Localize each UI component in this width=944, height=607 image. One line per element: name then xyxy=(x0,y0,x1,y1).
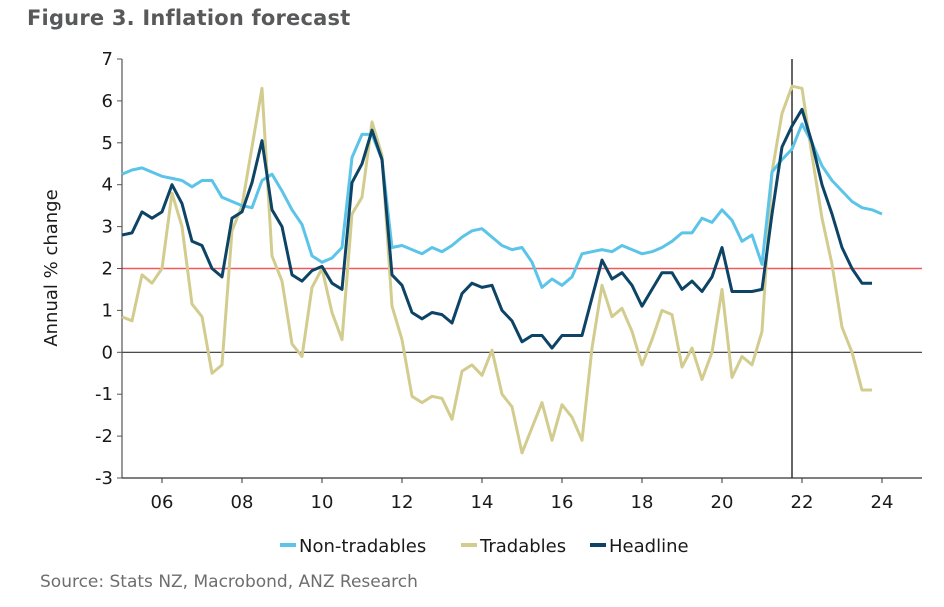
x-tick-label: 24 xyxy=(871,492,894,513)
y-tick-label: 4 xyxy=(102,175,113,196)
reference-lines xyxy=(122,59,922,478)
legend-swatch-tradables xyxy=(461,543,477,547)
y-tick-label: 1 xyxy=(102,300,113,321)
legend-label: Headline xyxy=(609,536,689,557)
x-tick-label: 16 xyxy=(551,492,574,513)
x-tick-label: 20 xyxy=(711,492,734,513)
x-tick-label: 22 xyxy=(791,492,814,513)
x-tick-label: 18 xyxy=(631,492,654,513)
series-line-non-tradables xyxy=(121,122,883,289)
x-tick-label: 08 xyxy=(231,492,254,513)
y-tick-label: 2 xyxy=(102,259,113,280)
x-tick-label: 10 xyxy=(311,492,334,513)
legend-swatch-headline xyxy=(590,543,606,547)
x-tick-label: 12 xyxy=(391,492,414,513)
figure-title: Figure 3. Inflation forecast xyxy=(27,6,351,30)
y-axis-title: Annual % change xyxy=(41,189,62,346)
source-note: Source: Stats NZ, Macrobond, ANZ Researc… xyxy=(40,572,418,592)
legend-label: Non-tradables xyxy=(299,536,426,557)
series-line-tradables xyxy=(121,84,872,455)
series-line-headline xyxy=(121,107,872,350)
legend-label: Tradables xyxy=(479,536,566,557)
legend: Non-tradables Tradables Headline xyxy=(280,536,689,557)
y-tick-label: 3 xyxy=(102,217,113,238)
y-tick-label: -3 xyxy=(95,468,113,489)
y-tick-label: 7 xyxy=(102,49,113,70)
y-tick-label: -1 xyxy=(95,384,113,405)
y-tick-label: 6 xyxy=(102,91,113,112)
y-tick-label: -2 xyxy=(95,426,113,447)
x-tick-label: 06 xyxy=(151,492,174,513)
y-tick-label: 0 xyxy=(102,342,113,363)
y-tick-label: 5 xyxy=(102,133,113,154)
x-tick-label: 14 xyxy=(471,492,494,513)
legend-swatch-non-tradables xyxy=(280,543,296,547)
series-group xyxy=(121,84,883,455)
